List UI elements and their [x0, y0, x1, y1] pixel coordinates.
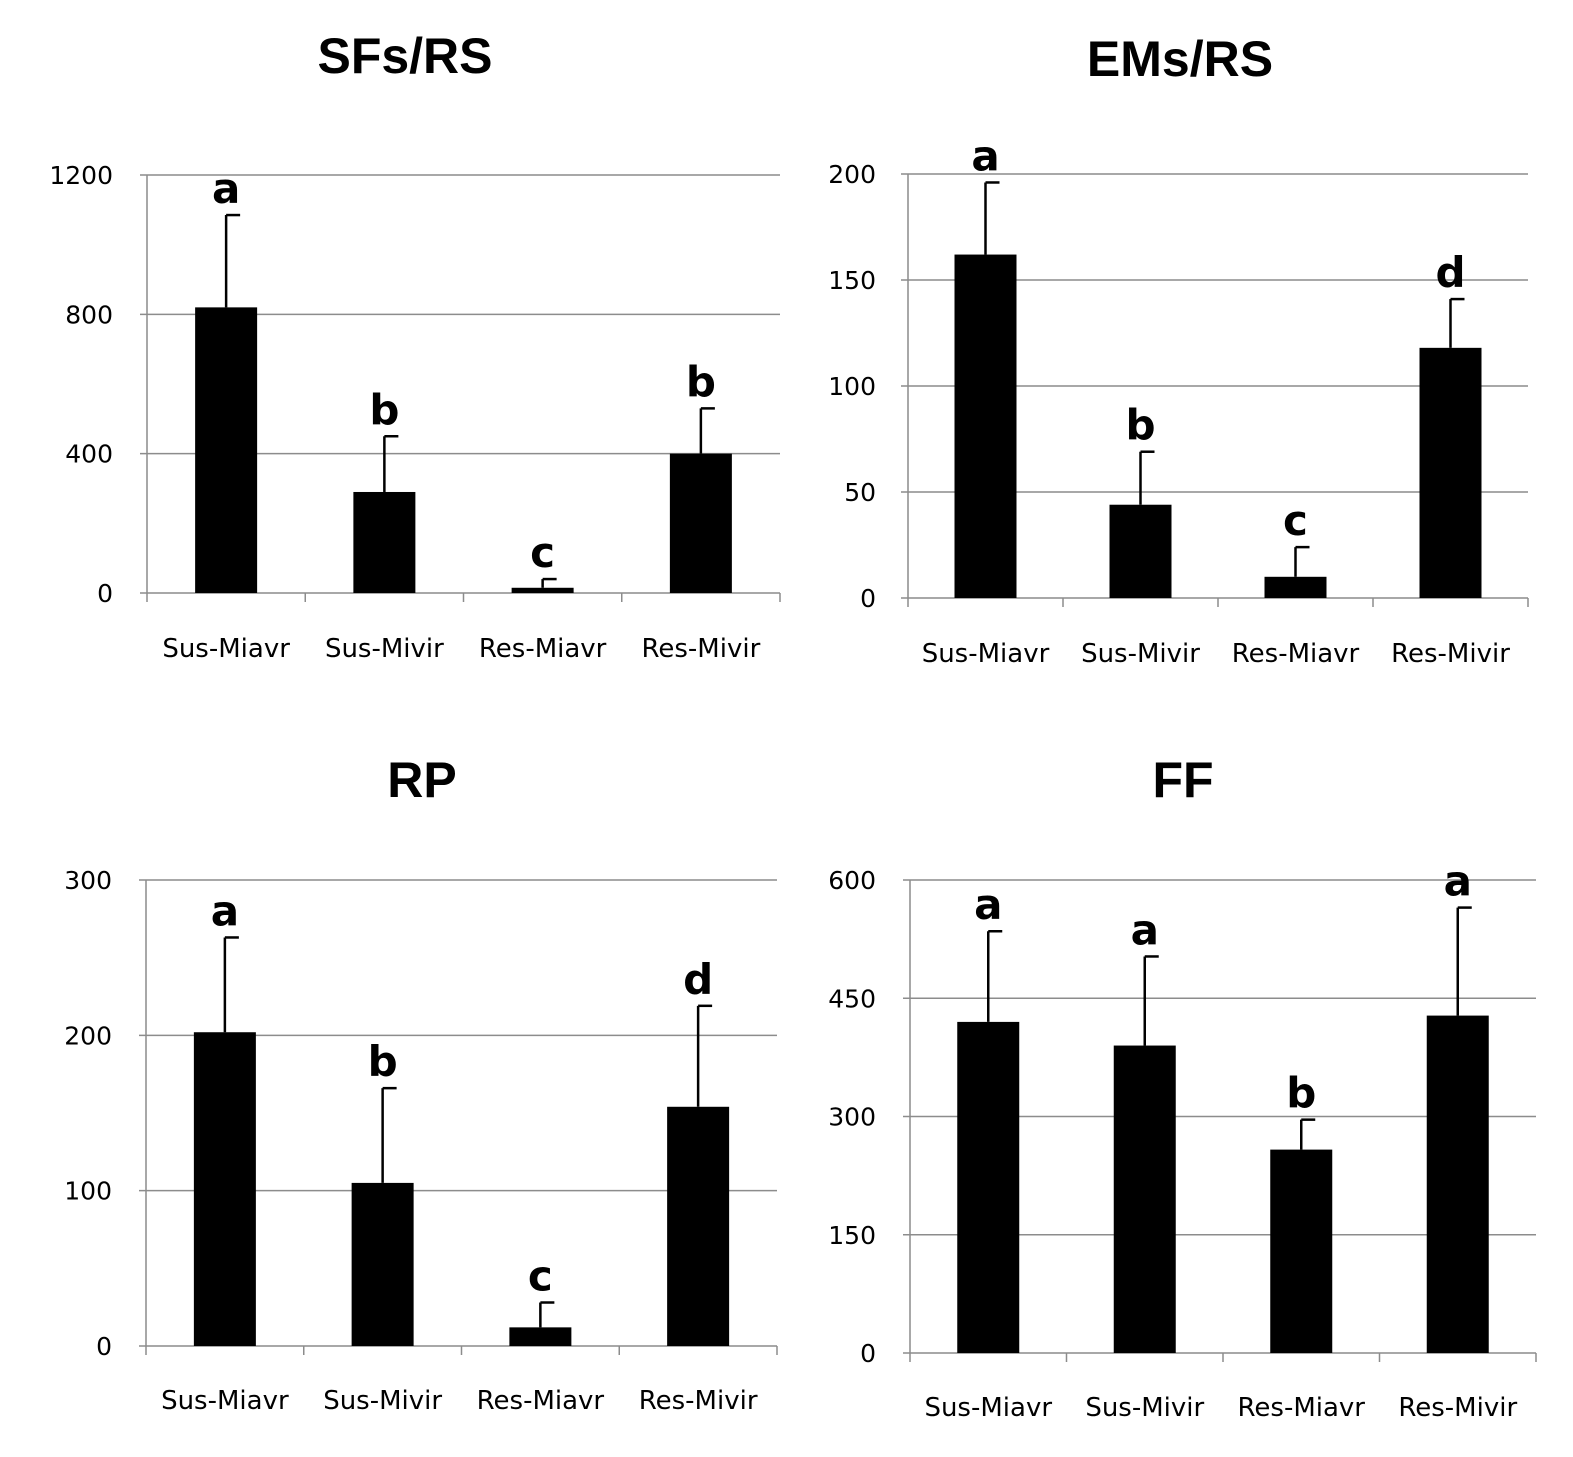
x-category-label: Res-Mivir: [639, 1386, 758, 1416]
significance-letter: b: [368, 1037, 398, 1086]
x-category-label: Res-Miavr: [479, 634, 607, 664]
y-tick-label: 600: [828, 866, 876, 895]
bar-res-mivir: [667, 1106, 730, 1346]
significance-letter: c: [528, 1252, 553, 1301]
bar-sus-miavr: [954, 254, 1017, 598]
x-category-label: Res-Miavr: [1232, 639, 1360, 669]
significance-letter: a: [971, 131, 999, 180]
y-tick-label: 0: [96, 1332, 112, 1361]
bar-sus-miavr: [195, 307, 258, 593]
bar-sus-mivir: [351, 1182, 414, 1346]
chart-title: EMs/RS: [1087, 31, 1273, 87]
chart-panel-1: SFs/RS 0 400 800 1200 Sus-Miavr a Sus-Mivir b Res…: [49, 28, 781, 664]
y-tick-label: 0: [97, 579, 113, 608]
x-category-label: Sus-Miavr: [162, 634, 290, 664]
bar-res-miavr: [509, 1327, 572, 1346]
x-category-label: Sus-Mivir: [325, 634, 444, 664]
significance-letter: a: [974, 880, 1002, 929]
x-category-label: Res-Mivir: [1398, 1393, 1517, 1423]
chart-title: SFs/RS: [317, 28, 492, 84]
bar-sus-mivir: [1113, 1045, 1176, 1353]
significance-letter: a: [1444, 857, 1472, 906]
x-category-label: Sus-Miavr: [161, 1386, 289, 1416]
bar-sus-miavr: [957, 1021, 1020, 1353]
significance-letter: b: [686, 357, 716, 406]
x-category-label: Sus-Mivir: [1081, 639, 1200, 669]
y-tick-label: 100: [64, 1177, 112, 1206]
y-tick-label: 300: [828, 1103, 876, 1132]
chart-panel-2: EMs/RS 0 50 100 150 200 Sus-Miavr a Sus-Mivir b Re…: [828, 31, 1529, 669]
y-tick-label: 400: [65, 440, 113, 469]
y-tick-label: 200: [64, 1021, 112, 1050]
x-category-label: Res-Miavr: [477, 1386, 605, 1416]
y-tick-label: 800: [65, 300, 113, 329]
chart-title: FF: [1152, 752, 1213, 808]
chart-panel-4: FF 0 150 300 450 600 Sus-Miavr a Sus-Mivir a Res-M…: [828, 752, 1537, 1423]
bar-res-miavr: [1264, 576, 1327, 598]
y-tick-label: 0: [860, 1339, 876, 1368]
bar-res-miavr: [511, 587, 574, 593]
y-tick-label: 0: [860, 584, 876, 613]
significance-letter: a: [211, 886, 239, 935]
significance-letter: c: [530, 528, 555, 577]
x-category-label: Res-Mivir: [641, 634, 760, 664]
significance-letter: b: [1286, 1069, 1316, 1118]
bar-sus-mivir: [353, 491, 416, 593]
bar-res-mivir: [669, 453, 732, 593]
y-tick-label: 200: [828, 160, 876, 189]
x-category-label: Res-Miavr: [1238, 1393, 1366, 1423]
bar-res-mivir: [1419, 347, 1482, 598]
bar-res-mivir: [1426, 1015, 1489, 1353]
significance-letter: a: [1131, 905, 1159, 954]
significance-letter: c: [1283, 496, 1308, 545]
bar-sus-mivir: [1109, 504, 1172, 598]
x-category-label: Sus-Miavr: [922, 639, 1050, 669]
x-category-label: Sus-Mivir: [323, 1386, 442, 1416]
y-tick-label: 150: [828, 266, 876, 295]
y-tick-label: 300: [64, 866, 112, 895]
significance-letter: a: [212, 164, 240, 213]
significance-letter: d: [683, 955, 713, 1004]
chart-title: RP: [387, 752, 456, 808]
y-tick-label: 100: [828, 372, 876, 401]
chart-panel-3: RP 0 100 200 300 Sus-Miavr a Sus-Mivir b Res-Miav…: [64, 752, 778, 1416]
significance-letter: b: [1125, 401, 1155, 450]
bar-res-miavr: [1270, 1149, 1333, 1353]
x-category-label: Sus-Miavr: [924, 1393, 1052, 1423]
bar-sus-miavr: [193, 1032, 256, 1346]
significance-letter: d: [1435, 248, 1465, 297]
y-tick-label: 450: [828, 984, 876, 1013]
significance-letter: b: [369, 385, 399, 434]
y-tick-label: 50: [844, 478, 876, 507]
y-tick-label: 150: [828, 1221, 876, 1250]
x-category-label: Sus-Mivir: [1085, 1393, 1204, 1423]
y-tick-label: 1200: [49, 161, 113, 190]
x-category-label: Res-Mivir: [1391, 639, 1510, 669]
